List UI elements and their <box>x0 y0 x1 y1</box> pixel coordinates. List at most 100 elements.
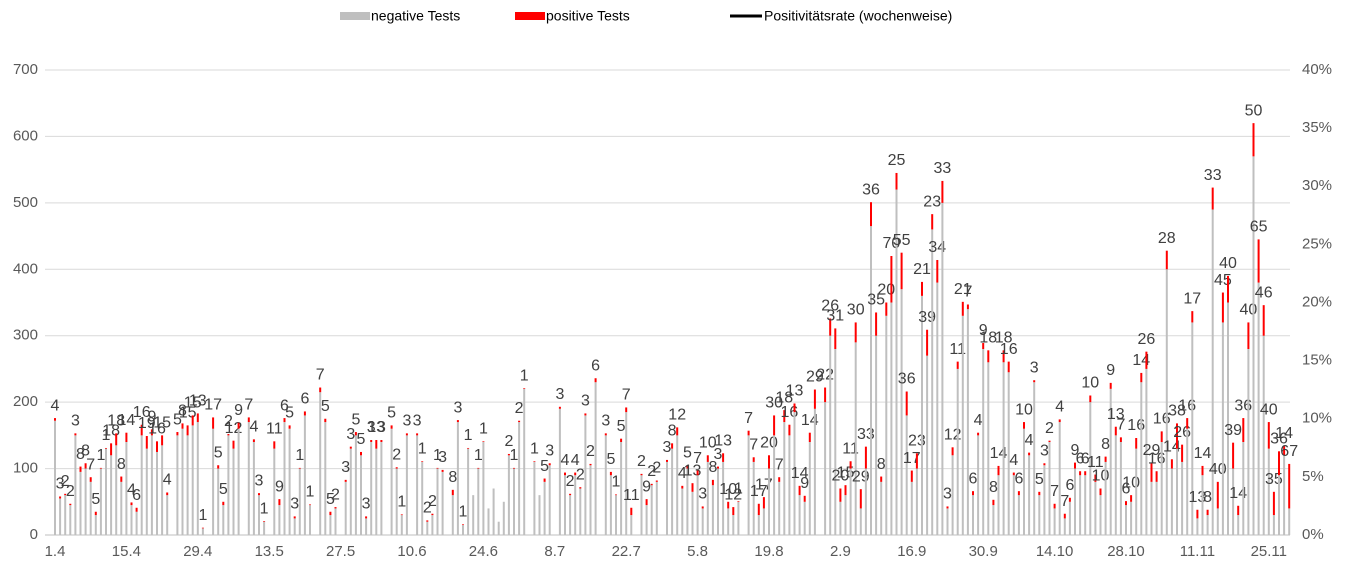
data-label: 3 <box>290 496 299 513</box>
negative-bar <box>951 455 954 535</box>
x-tick-label: 30.9 <box>969 543 998 560</box>
positive-bar <box>212 417 215 429</box>
positive-bar <box>834 328 837 349</box>
negative-bar <box>783 422 786 535</box>
positive-bar <box>727 501 730 509</box>
positive-bar <box>1227 275 1229 303</box>
negative-bar <box>232 448 235 535</box>
positive-bar <box>625 407 628 413</box>
data-label: 20 <box>760 435 778 452</box>
data-label: 13 <box>1107 406 1125 423</box>
negative-bar <box>1176 448 1178 535</box>
positive-bar <box>278 499 281 506</box>
positive-bar <box>84 463 87 469</box>
negative-bar <box>859 508 862 535</box>
positive-bar <box>854 322 857 343</box>
data-label: 16 <box>1178 397 1196 414</box>
positive-bar <box>74 433 77 436</box>
data-label: 3 <box>377 419 386 436</box>
negative-bar <box>451 495 454 535</box>
negative-bar <box>370 442 373 535</box>
data-label: 2 <box>566 473 575 490</box>
data-label: 4 <box>127 482 136 499</box>
data-label: 5 <box>91 491 100 508</box>
data-label: 40 <box>1240 302 1258 319</box>
data-label: 4 <box>249 419 258 436</box>
negative-bar <box>875 335 878 535</box>
positive-bar <box>701 506 704 509</box>
y-tick-label: 200 <box>13 393 38 410</box>
positive-bar <box>1007 361 1010 373</box>
negative-bar <box>349 448 352 535</box>
negative-bar <box>910 481 913 535</box>
negative-bar <box>482 442 485 535</box>
data-label: 3 <box>943 486 952 503</box>
data-label: 9 <box>1071 442 1080 459</box>
x-tick-label: 2.9 <box>830 543 851 560</box>
negative-bar <box>803 501 806 535</box>
negative-bar <box>579 488 582 535</box>
positive-bar <box>1058 419 1061 423</box>
data-label: 36 <box>1270 431 1288 448</box>
positive-bar <box>375 440 378 449</box>
negative-bar <box>492 488 495 535</box>
positive-bar <box>1211 187 1214 210</box>
positive-bar <box>507 453 510 456</box>
negative-bar <box>711 485 714 535</box>
negative-bar <box>936 282 939 535</box>
data-label: 2 <box>504 433 513 450</box>
negative-bar <box>768 468 770 535</box>
data-label: 38 <box>1168 403 1186 420</box>
data-label: 36 <box>862 181 880 198</box>
positive-bar <box>778 477 781 482</box>
data-label: 5 <box>214 444 223 461</box>
negative-bar <box>849 468 852 535</box>
positive-bar <box>1135 438 1138 449</box>
positive-bar <box>181 423 184 429</box>
data-label: 17 <box>903 450 921 467</box>
data-label: 14 <box>791 465 809 482</box>
negative-bar <box>737 501 740 535</box>
data-label: 3 <box>601 413 610 430</box>
negative-bar <box>834 349 837 535</box>
data-label: 1 <box>102 427 111 444</box>
negative-bar <box>186 435 189 535</box>
negative-bar <box>1232 468 1235 535</box>
negative-bar <box>436 468 439 535</box>
data-label: 10 <box>699 435 717 452</box>
positive-bar <box>747 430 750 436</box>
negative-bar <box>125 442 128 535</box>
positive-bar <box>222 501 225 506</box>
positive-bar <box>1181 444 1184 462</box>
data-label: 1 <box>459 504 468 521</box>
negative-bar <box>212 428 215 535</box>
positive-bar <box>803 495 806 502</box>
y2-tick-label: 40% <box>1302 61 1332 78</box>
negative-bar <box>1053 508 1056 535</box>
positive-bar <box>431 513 434 516</box>
data-label: 67 <box>1280 443 1298 460</box>
data-label: 7 <box>316 367 325 384</box>
negative-bar <box>467 448 470 535</box>
positive-bar <box>201 527 204 529</box>
data-label: 7 <box>775 456 784 473</box>
positive-bar <box>1104 456 1107 462</box>
positive-bar <box>395 467 398 469</box>
negative-bar <box>1033 382 1036 535</box>
data-label: 29 <box>1143 442 1161 459</box>
data-label: 14 <box>990 445 1008 462</box>
x-tick-label: 19.8 <box>754 543 783 560</box>
data-label: 10 <box>1015 401 1033 418</box>
data-label: 10 <box>1092 468 1110 485</box>
negative-bar <box>1048 442 1051 535</box>
negative-bar <box>701 508 704 535</box>
negative-bar <box>941 202 944 535</box>
data-label: 8 <box>76 446 85 463</box>
negative-bar <box>365 518 368 535</box>
negative-bar <box>400 515 403 535</box>
positive-bar <box>1099 488 1102 496</box>
negative-bar <box>808 442 811 535</box>
negative-bar <box>150 435 153 535</box>
data-label: 21 <box>913 261 931 278</box>
